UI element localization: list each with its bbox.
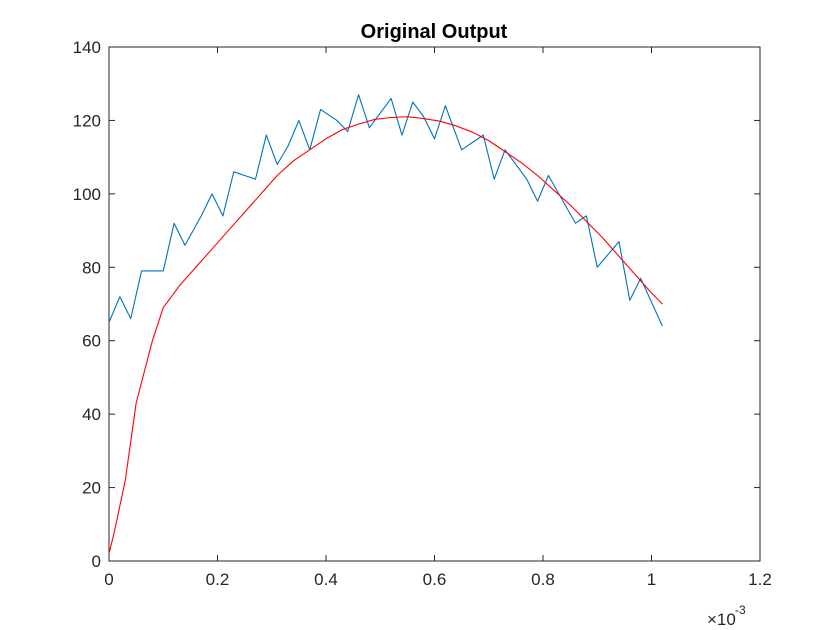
x-exponent-label: ×10 -3 [707, 603, 746, 629]
x-tick-label: 0.4 [314, 570, 338, 589]
x-tick-label: 1 [647, 570, 656, 589]
x-tick-label: 1.2 [748, 570, 772, 589]
x-exponent-power: -3 [735, 603, 746, 617]
axis-ticks: 0 0.2 0.4 0.6 0.8 1 1.2 0 20 40 60 80 100 120 140 [73, 38, 772, 589]
series-line-2 [108, 116, 663, 554]
series-line-1 [108, 94, 663, 327]
y-tick-label: 120 [73, 111, 101, 130]
y-tick-label: 60 [82, 332, 101, 351]
x-exponent-base: ×10 [707, 610, 736, 629]
chart-title: Original Output [361, 21, 508, 43]
y-tick-label: 0 [92, 552, 101, 571]
y-tick-label: 100 [73, 185, 101, 204]
y-tick-label: 80 [82, 258, 101, 277]
y-tick-label: 40 [82, 405, 101, 424]
x-tick-label: 0.2 [206, 570, 230, 589]
y-tick-label: 20 [82, 479, 101, 498]
x-tick-label: 0 [104, 570, 113, 589]
x-tick-label: 0.8 [531, 570, 555, 589]
y-tick-label: 140 [73, 38, 101, 57]
series-lines [108, 94, 663, 554]
plot-area [108, 46, 761, 562]
x-tick-label: 0.6 [423, 570, 447, 589]
